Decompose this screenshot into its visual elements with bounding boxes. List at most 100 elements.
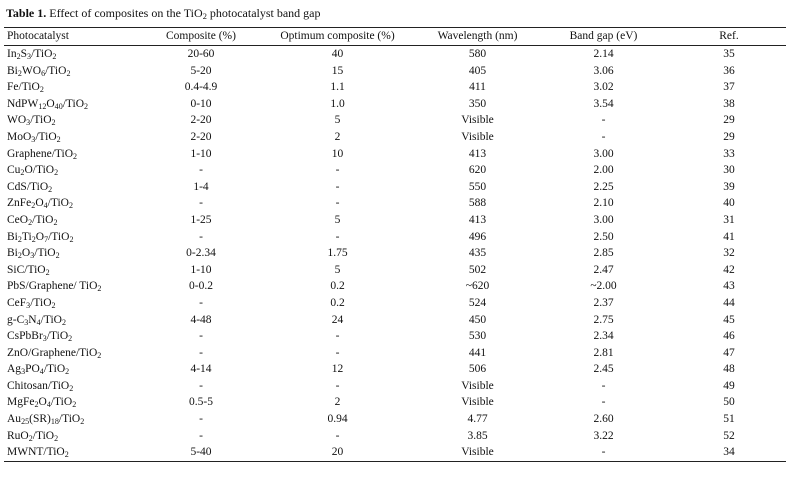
cell-photocatalyst: Bi2O3/TiO2 xyxy=(4,245,147,262)
cell-photocatalyst: Cu2O/TiO2 xyxy=(4,162,147,179)
cell-composite: 1-4 xyxy=(193,180,209,193)
formula-subscript: 2 xyxy=(69,383,74,393)
cell-optimum: 0.94 xyxy=(327,413,348,426)
formula-text: /TiO xyxy=(46,330,69,343)
formula-subscript: 4 xyxy=(43,201,48,211)
cell-ref: 38 xyxy=(723,97,735,110)
formula-text: Fe/TiO xyxy=(7,81,40,94)
cell-photocatalyst: Fe/TiO2 xyxy=(4,79,147,96)
cell-band-gap: ~2.00 xyxy=(590,280,617,293)
table-body: In2S3/TiO2 20-60 40 580 2.14 35 Bi2WO6/TiO2 5-2… xyxy=(4,46,786,462)
table-row: Ag3PO4/TiO2 4-14 12 506 2.45 48 xyxy=(4,361,786,378)
table-row: RuO2/TiO2- -3.85 3.22 52 xyxy=(4,428,786,445)
cell-band-gap: 2.37 xyxy=(593,296,614,309)
col-header-composite: Composite (%) xyxy=(166,30,236,42)
cell-wavelength: 506 xyxy=(468,363,487,376)
formula-subscript: 25 xyxy=(21,417,30,427)
cell-band-gap: - xyxy=(601,130,606,143)
cell-optimum: 2 xyxy=(334,396,341,409)
cell-band-gap: 2.45 xyxy=(593,363,614,376)
formula-subscript: 2 xyxy=(52,52,57,61)
formula-text: Ag xyxy=(7,363,22,376)
cell-composite: 1-10 xyxy=(190,147,212,160)
cell-photocatalyst: Au25(SR)18/TiO2 xyxy=(4,411,147,428)
cell-photocatalyst: WO3/TiO2 xyxy=(4,112,147,129)
formula-text: O xyxy=(21,247,31,260)
cell-wavelength: 3.85 xyxy=(467,429,488,442)
col-header-wavelength: Wavelength (nm) xyxy=(437,30,518,42)
formula-subscript: 2 xyxy=(97,284,102,294)
formula-subscript: 3 xyxy=(27,52,32,61)
formula-subscript: 2 xyxy=(65,367,70,377)
cell-optimum: - xyxy=(335,330,340,343)
formula-subscript: 2 xyxy=(68,334,73,344)
formula-text: MgFe xyxy=(7,396,35,409)
cell-band-gap: 2.10 xyxy=(593,197,614,210)
cell-optimum: 20 xyxy=(331,446,344,459)
formula-text: MoO xyxy=(7,130,32,143)
table-row: g-C3N4/TiO2 4-48 24 450 2.75 45 xyxy=(4,312,786,329)
cell-ref: 43 xyxy=(723,280,735,293)
table-row: CeO2/TiO2 1-25 5 413 3.00 31 xyxy=(4,212,786,229)
cell-ref: 49 xyxy=(723,379,735,392)
formula-subscript: 2 xyxy=(31,234,36,244)
cell-wavelength: 441 xyxy=(468,346,487,359)
formula-text: ZnFe xyxy=(7,197,32,210)
formula-text: WO xyxy=(21,64,42,77)
formula-text: PbS/Graphene/ TiO xyxy=(7,280,98,293)
formula-subscript: 4 xyxy=(36,317,41,327)
cell-composite: - xyxy=(199,379,203,392)
formula-subscript: 2 xyxy=(68,201,74,211)
cell-wavelength: 450 xyxy=(468,313,487,326)
table-row: Bi2Ti2O7/TiO2- -496 2.50 41 xyxy=(4,229,786,246)
cell-photocatalyst: CeO2/TiO2 xyxy=(4,212,147,229)
formula-subscript: 6 xyxy=(41,68,46,78)
cell-ref: 36 xyxy=(723,64,735,77)
cell-optimum: 0.2 xyxy=(330,280,345,293)
formula-subscript: 3 xyxy=(42,334,47,344)
cell-ref: 48 xyxy=(723,363,735,376)
formula-subscript: 2 xyxy=(66,68,71,78)
formula-subscript: 4 xyxy=(46,400,51,410)
formula-text: /TiO xyxy=(32,213,54,226)
table-row: WO3/TiO2 2-20 5 Visible - 29 xyxy=(4,112,786,129)
formula-text: S xyxy=(20,48,28,60)
table-row: CdS/TiO2 1-4 - 550 2.25 39 xyxy=(4,179,786,196)
cell-composite: - xyxy=(199,330,203,343)
cell-optimum: 12 xyxy=(331,363,344,376)
formula-text: /TiO xyxy=(50,396,73,409)
cell-ref: 50 xyxy=(723,396,735,409)
col-header-ref: Ref. xyxy=(719,30,739,42)
cell-optimum: 5 xyxy=(334,213,341,226)
cell-optimum: 1.0 xyxy=(330,97,345,110)
cell-optimum: - xyxy=(335,346,340,359)
cell-composite: 0.4-4.9 xyxy=(184,81,218,94)
cell-optimum: - xyxy=(335,197,340,210)
formula-text: /TiO xyxy=(30,296,52,309)
formula-text: /TiO xyxy=(58,413,81,426)
formula-text: PO xyxy=(25,363,40,376)
formula-text: CeF xyxy=(7,296,27,309)
formula-subscript: 2 xyxy=(48,184,53,194)
formula-subscript: 2 xyxy=(56,134,61,144)
caption-text-b: photocatalyst band gap xyxy=(206,6,321,20)
cell-optimum: - xyxy=(335,164,340,177)
table-header: Photocatalyst Composite (%) Optimum comp… xyxy=(4,27,786,46)
formula-text: /TiO xyxy=(35,130,57,143)
formula-subscript: 2 xyxy=(64,450,69,460)
table-row: Cu2O/TiO2- -620 2.00 30 xyxy=(4,162,786,179)
cell-optimum: 1.1 xyxy=(330,81,345,94)
cell-optimum: 40 xyxy=(331,48,344,60)
cell-ref: 29 xyxy=(723,130,735,143)
formula-text: MWNT/TiO xyxy=(7,446,65,459)
formula-subscript: 2 xyxy=(51,118,56,128)
table-row: Fe/TiO2 0.4-4.9 1.1 411 3.02 37 xyxy=(4,79,786,96)
formula-subscript: 2 xyxy=(51,300,56,310)
cell-composite: 0-0.2 xyxy=(189,280,213,293)
cell-composite: - xyxy=(199,413,203,426)
caption-text-sub: 2 xyxy=(202,12,207,22)
formula-text: Graphene/TiO xyxy=(7,147,74,160)
formula-subscript: 2 xyxy=(17,68,22,78)
caption-text: Effect of composites on the TiO2 photoca… xyxy=(49,6,321,22)
